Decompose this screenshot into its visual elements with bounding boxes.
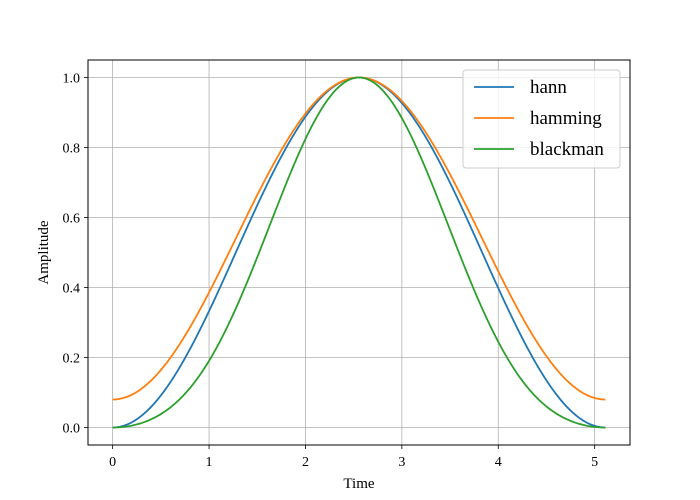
y-tick-label: 0.0 <box>63 422 81 437</box>
legend-frame <box>462 69 621 169</box>
legend: hann hamming blackman <box>462 69 621 169</box>
legend-label-hann: hann <box>530 77 567 98</box>
x-tick-label: 3 <box>398 455 405 470</box>
legend-label-hamming: hamming <box>530 108 602 129</box>
y-tick-label: 0.2 <box>63 352 81 367</box>
y-axis-ticks: 0.0 0.2 0.4 0.6 0.8 1.0 <box>63 72 88 437</box>
y-tick-label: 0.8 <box>63 142 81 157</box>
legend-label-blackman: blackman <box>530 139 604 160</box>
y-tick-label: 0.4 <box>63 282 81 297</box>
x-tick-label: 2 <box>302 455 309 470</box>
y-tick-label: 0.6 <box>63 212 81 227</box>
x-tick-label: 0 <box>109 455 116 470</box>
plot-frame <box>87 59 631 446</box>
x-axis-ticks: 0 1 2 3 4 5 <box>109 445 598 470</box>
y-axis-label: Amplitude <box>36 220 52 285</box>
x-axis-label: Time <box>343 476 374 492</box>
x-tick-label: 1 <box>206 455 213 470</box>
x-tick-label: 5 <box>591 455 598 470</box>
series-line-blackman <box>112 76 606 429</box>
plot-series <box>112 76 606 429</box>
x-tick-label: 4 <box>495 455 502 470</box>
y-tick-label: 1.0 <box>63 72 81 87</box>
